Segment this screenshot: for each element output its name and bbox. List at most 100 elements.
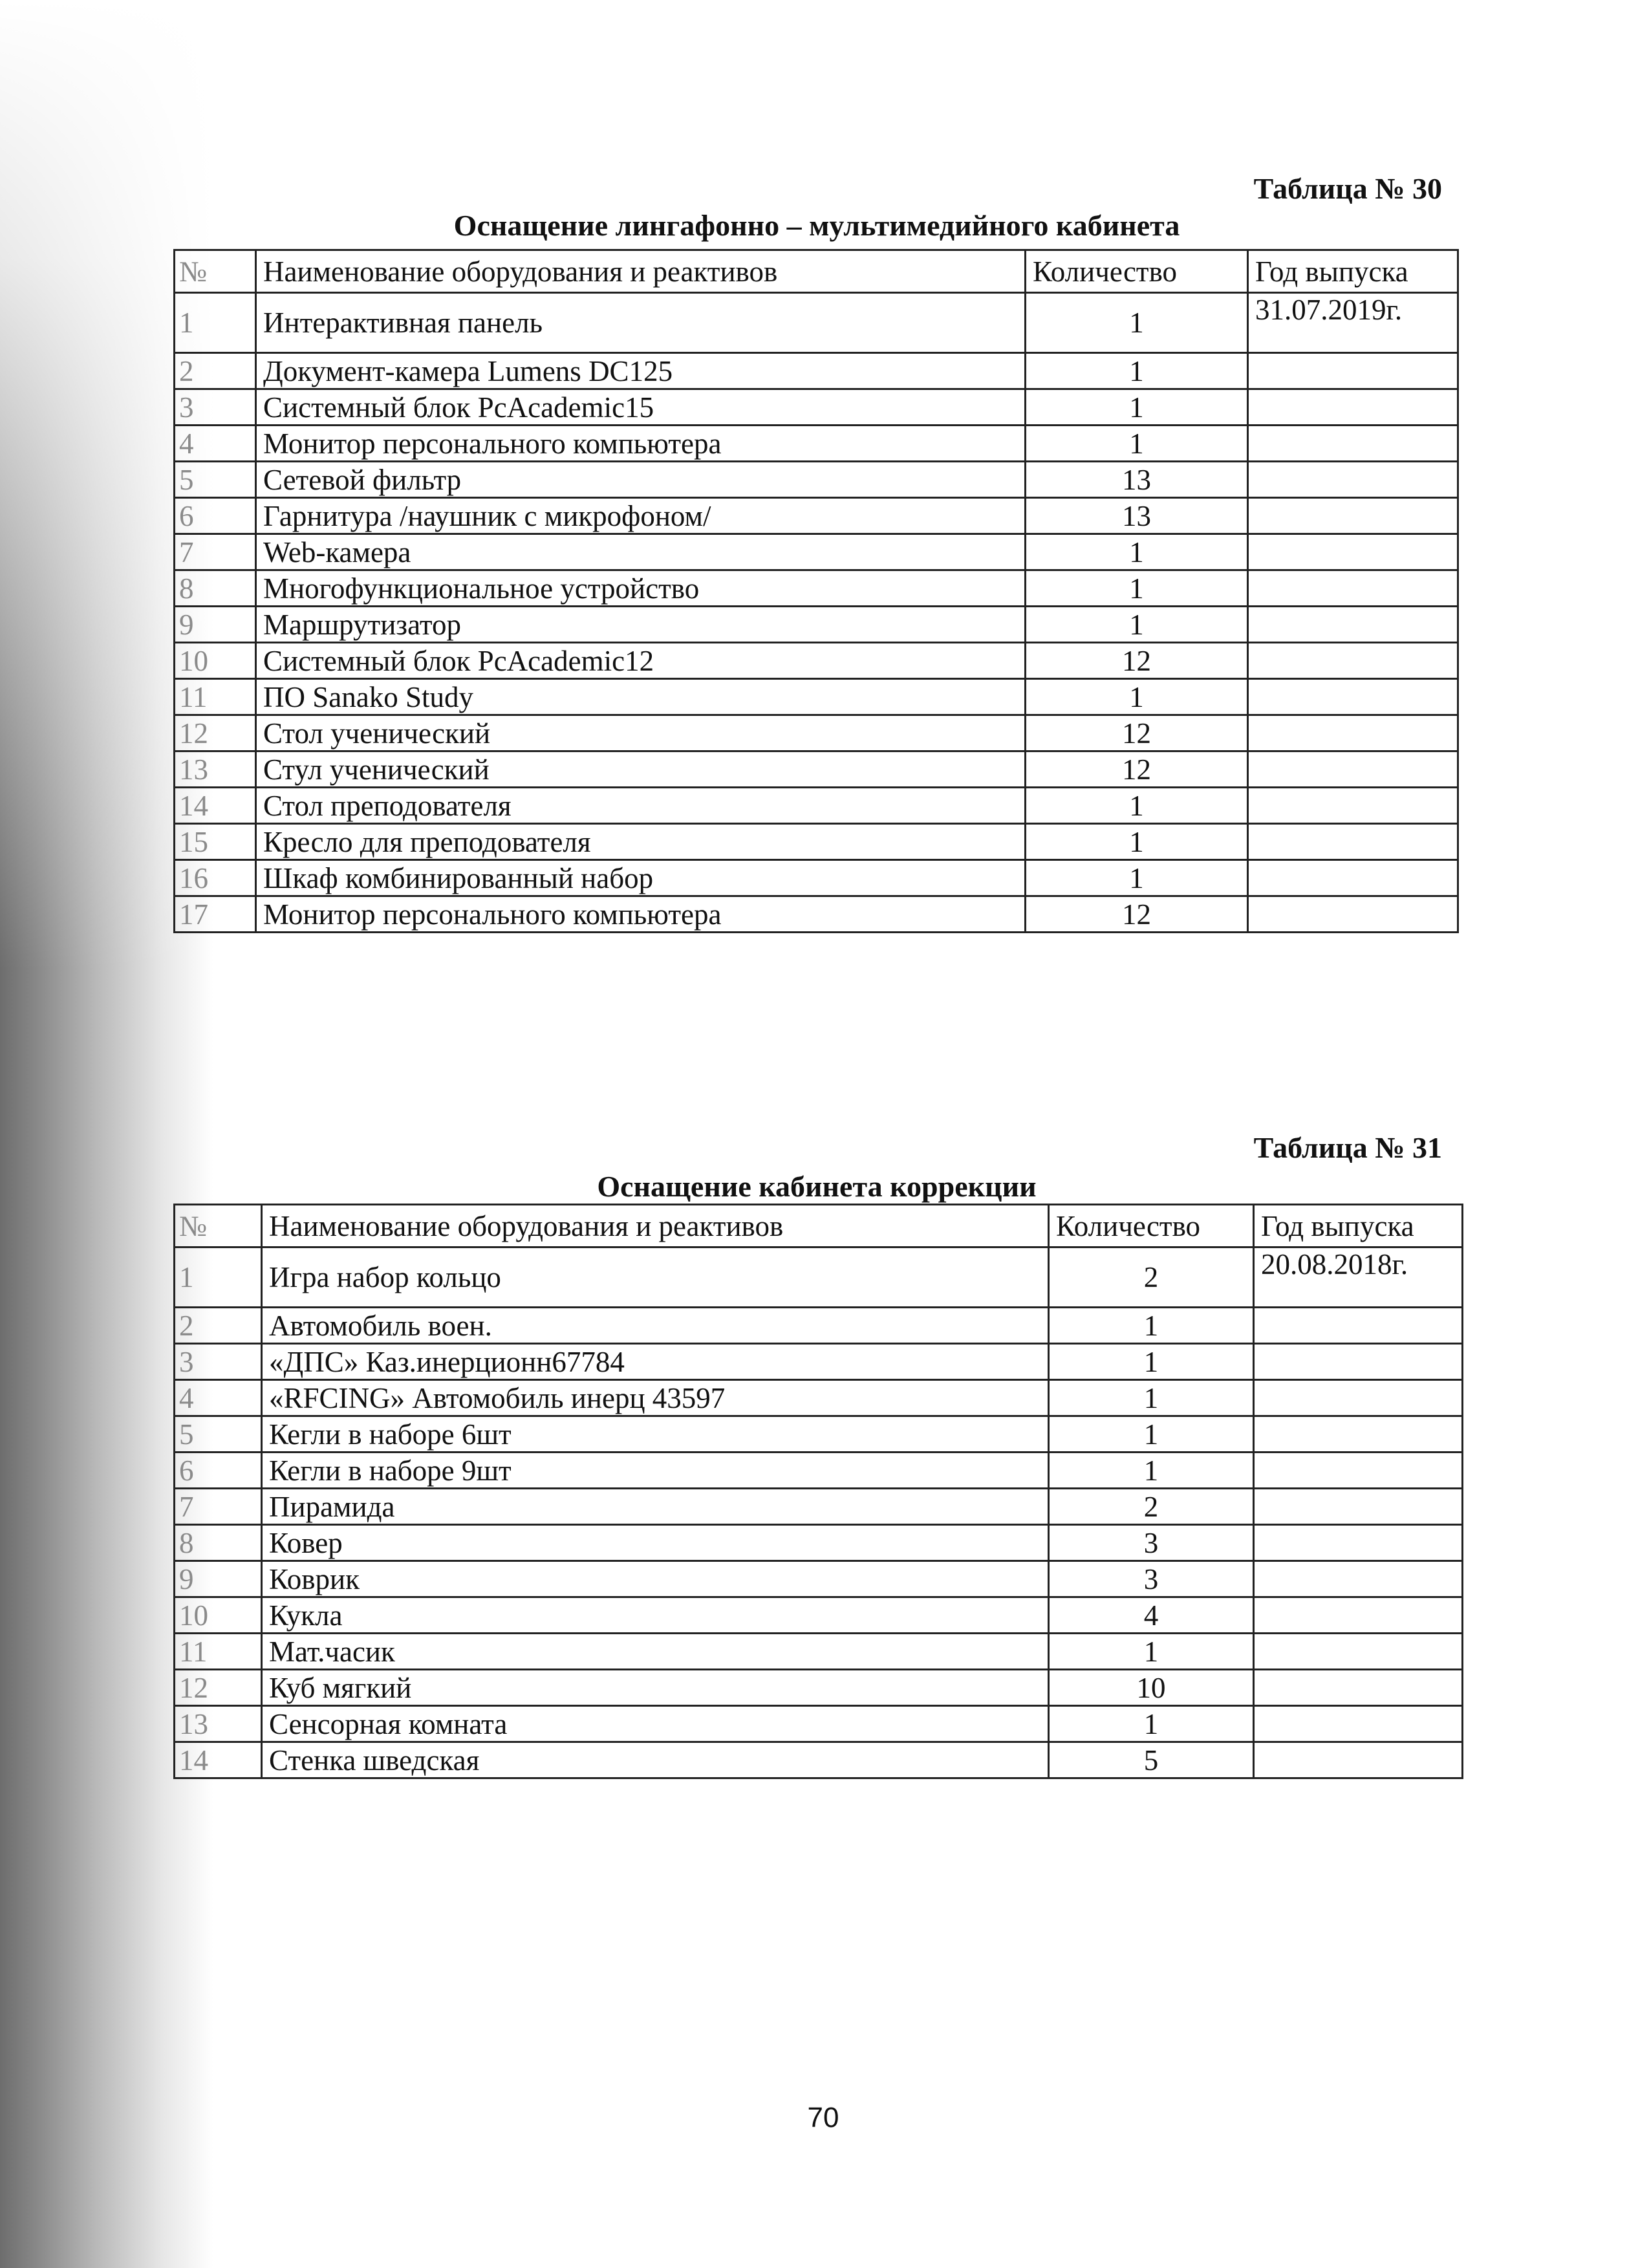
item-year: 31.07.2019г.: [1247, 292, 1459, 354]
item-year: [1247, 750, 1459, 788]
item-quantity: 1: [1024, 424, 1249, 462]
table-31-label: Таблица № 31: [1253, 1131, 1442, 1164]
table-row: 11 ПО Sanako Study 1: [173, 678, 1459, 716]
header-year: Год выпуска: [1253, 1204, 1463, 1248]
item-name: Сетевой фильтр: [255, 460, 1026, 499]
item-name: Монитор персонального компьютера: [255, 424, 1026, 462]
equipment-table-31: № Наименование оборудования и реактивов Ко…: [173, 1204, 1463, 1779]
header-name: Наименование оборудования и реактивов: [261, 1204, 1050, 1248]
item-year: [1253, 1669, 1463, 1707]
item-quantity: 1: [1048, 1632, 1255, 1670]
item-year: 20.08.2018г.: [1253, 1246, 1463, 1308]
table-row: 8 Многофункциональное устройство 1: [173, 569, 1459, 607]
item-name: Стенка шведская: [261, 1741, 1050, 1779]
item-quantity: 1: [1024, 823, 1249, 861]
item-name: Игра набор кольцо: [261, 1246, 1050, 1308]
item-quantity: 1: [1024, 292, 1249, 354]
equipment-table-30: № Наименование оборудования и реактивов Ко…: [173, 249, 1459, 933]
table-row: 2 Автомобиль воен. 1: [173, 1306, 1463, 1345]
row-number: 5: [173, 1415, 263, 1453]
item-year: [1253, 1560, 1463, 1598]
table-row: 12 Куб мягкий 10: [173, 1669, 1463, 1707]
item-year: [1247, 460, 1459, 499]
item-name: Автомобиль воен.: [261, 1306, 1050, 1345]
row-number: 11: [173, 1632, 263, 1670]
table-row: 1 Интерактивная панель 1 31.07.2019г.: [173, 292, 1459, 354]
table-row: 11 Мат.часик 1: [173, 1632, 1463, 1670]
item-quantity: 3: [1048, 1560, 1255, 1598]
item-year: [1253, 1487, 1463, 1526]
item-name: Системный блок PcAcademic12: [255, 642, 1026, 680]
item-year: [1247, 714, 1459, 752]
item-year: [1253, 1306, 1463, 1345]
item-quantity: 1: [1048, 1451, 1255, 1489]
row-number: 10: [173, 642, 257, 680]
item-name: Кегли в наборе 6шт: [261, 1415, 1050, 1453]
table-row: 10 Системный блок PcAcademic12 12: [173, 642, 1459, 680]
item-name: ПО Sanako Study: [255, 678, 1026, 716]
table-row: 7 Пирамида 2: [173, 1487, 1463, 1526]
item-name: Многофункциональное устройство: [255, 569, 1026, 607]
row-number: 4: [173, 424, 257, 462]
item-quantity: 12: [1024, 714, 1249, 752]
table-row: 14 Стенка шведская 5: [173, 1741, 1463, 1779]
table-31-title: Оснащение кабинета коррекции: [597, 1170, 1037, 1203]
row-number: 4: [173, 1379, 263, 1417]
item-quantity: 10: [1048, 1669, 1255, 1707]
item-year: [1247, 678, 1459, 716]
table-row: 9 Маршрутизатор 1: [173, 605, 1459, 643]
item-year: [1253, 1415, 1463, 1453]
row-number: 7: [173, 1487, 263, 1526]
item-name: Маршрутизатор: [255, 605, 1026, 643]
item-quantity: 4: [1048, 1596, 1255, 1634]
row-number: 2: [173, 1306, 263, 1345]
item-year: [1253, 1524, 1463, 1562]
row-number: 6: [173, 1451, 263, 1489]
row-number: 6: [173, 497, 257, 535]
row-number: 12: [173, 714, 257, 752]
header-number: №: [173, 1204, 263, 1248]
item-name: Ковер: [261, 1524, 1050, 1562]
item-quantity: 1: [1048, 1306, 1255, 1345]
header-name: Наименование оборудования и реактивов: [255, 249, 1026, 294]
item-name: Стол ученический: [255, 714, 1026, 752]
header-quantity: Количество: [1048, 1204, 1255, 1248]
item-year: [1247, 424, 1459, 462]
item-quantity: 12: [1024, 642, 1249, 680]
item-quantity: 1: [1048, 1379, 1255, 1417]
item-quantity: 13: [1024, 460, 1249, 499]
item-name: Web-камера: [255, 533, 1026, 571]
item-year: [1253, 1632, 1463, 1670]
row-number: 5: [173, 460, 257, 499]
row-number: 13: [173, 1705, 263, 1743]
item-quantity: 12: [1024, 750, 1249, 788]
item-name: Пирамида: [261, 1487, 1050, 1526]
item-year: [1247, 859, 1459, 897]
item-quantity: 1: [1048, 1343, 1255, 1381]
item-year: [1247, 569, 1459, 607]
item-quantity: 2: [1048, 1487, 1255, 1526]
row-number: 10: [173, 1596, 263, 1634]
item-quantity: 12: [1024, 895, 1249, 933]
table-row: 13 Сенсорная комната 1: [173, 1705, 1463, 1743]
item-quantity: 3: [1048, 1524, 1255, 1562]
table-row: 4 «RFCING» Автомобиль инерц 43597 1: [173, 1379, 1463, 1417]
item-name: Сенсорная комната: [261, 1705, 1050, 1743]
row-number: 9: [173, 1560, 263, 1598]
table-row: 5 Сетевой фильтр 13: [173, 460, 1459, 499]
table-row: 13 Стул ученический 12: [173, 750, 1459, 788]
table-header-row: № Наименование оборудования и реактивов Ко…: [173, 1204, 1463, 1248]
item-name: Стол преподователя: [255, 786, 1026, 825]
table-row: 3 «ДПС» Каз.инерционн67784 1: [173, 1343, 1463, 1381]
item-year: [1247, 605, 1459, 643]
row-number: 1: [173, 292, 257, 354]
item-name: Кресло для преподователя: [255, 823, 1026, 861]
item-name: Документ-камера Lumens DC125: [255, 352, 1026, 390]
row-number: 14: [173, 786, 257, 825]
table-row: 1 Игра набор кольцо 2 20.08.2018г.: [173, 1246, 1463, 1308]
item-quantity: 5: [1048, 1741, 1255, 1779]
table-30-label: Таблица № 30: [1253, 172, 1442, 205]
item-name: Стул ученический: [255, 750, 1026, 788]
row-number: 12: [173, 1669, 263, 1707]
item-year: [1253, 1343, 1463, 1381]
